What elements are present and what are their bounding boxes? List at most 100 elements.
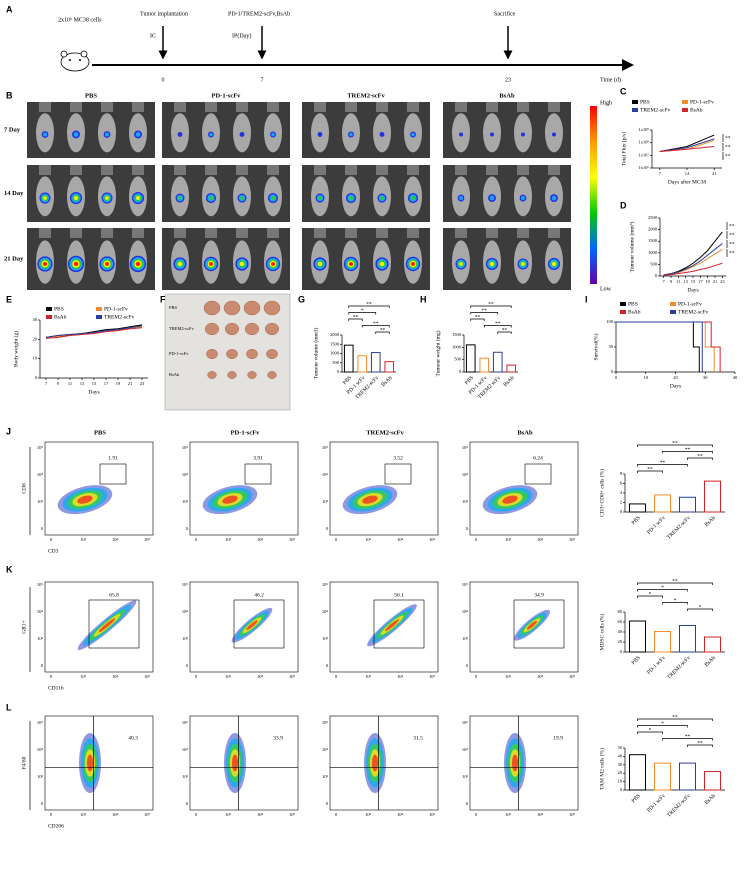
y-axis-label: Body weight (g) bbox=[12, 331, 19, 367]
x-tick-label: PD-1 scFv bbox=[646, 655, 667, 676]
y-tick-label: 4 bbox=[620, 490, 623, 495]
significance: * bbox=[361, 308, 364, 314]
y-tick-label: 40 bbox=[618, 753, 623, 758]
legend-swatch bbox=[632, 108, 638, 112]
y-tick-label: 50 bbox=[618, 745, 623, 750]
panel-label: K bbox=[6, 564, 13, 574]
holder bbox=[376, 165, 388, 175]
flow-tick-label: 10⁵ bbox=[37, 582, 44, 587]
flow-tick-label: 0 bbox=[326, 801, 329, 806]
significance: ** bbox=[685, 734, 691, 740]
photo-row-label: PBS bbox=[169, 305, 178, 310]
holder bbox=[407, 102, 419, 112]
group-header: BsAb bbox=[499, 92, 515, 99]
y-tick-label: 500 bbox=[332, 360, 340, 365]
flow-group-header: TREM2-scFv bbox=[366, 429, 404, 436]
gate-value: 3.52 bbox=[393, 455, 403, 461]
significance: * bbox=[661, 585, 664, 591]
color-scale bbox=[590, 106, 597, 284]
y-tick-label: 500 bbox=[650, 261, 658, 266]
y-axis-label: TAM M2 cells (%) bbox=[598, 748, 605, 790]
holder bbox=[70, 228, 82, 238]
holder bbox=[236, 102, 248, 112]
flow-tick-label: 0 bbox=[50, 537, 53, 542]
bar bbox=[654, 762, 671, 791]
timeline-axis-label: Time (d) bbox=[600, 76, 621, 83]
legend-label: PBS bbox=[628, 301, 638, 307]
gate bbox=[384, 463, 412, 485]
flow-x-label: CD11b bbox=[48, 685, 64, 691]
flow-tick-label: 10⁵ bbox=[144, 812, 151, 817]
flow-tick-label: 10⁵ bbox=[322, 720, 329, 725]
flow-tick-label: 10⁵ bbox=[182, 582, 189, 587]
tumor bbox=[227, 371, 237, 379]
bar bbox=[492, 351, 503, 373]
x-tick-label: 7 bbox=[45, 381, 48, 386]
x-tick-label: 19 bbox=[116, 381, 121, 386]
legend-swatch bbox=[632, 100, 638, 104]
y-axis-label: Tumour weight (mg) bbox=[434, 330, 441, 376]
signal bbox=[459, 262, 463, 266]
photo-row-label: BsAb bbox=[169, 372, 180, 377]
x-tick-label: TREM2-scFv bbox=[666, 655, 692, 681]
y-axis-label: Tumour volume (mm3) bbox=[312, 327, 319, 379]
signal bbox=[135, 196, 141, 201]
holder bbox=[205, 228, 217, 238]
flow-tick-label: 10⁴ bbox=[257, 537, 264, 542]
signal bbox=[380, 196, 384, 200]
sig-bracket bbox=[637, 444, 713, 447]
gate-value: 3.91 bbox=[253, 455, 263, 461]
holder bbox=[39, 165, 51, 175]
flow-tick-label: 10⁴ bbox=[37, 747, 44, 752]
signal bbox=[317, 132, 323, 137]
y-tick-label: 1000 bbox=[330, 351, 340, 356]
series-line bbox=[45, 327, 143, 339]
gate bbox=[244, 463, 272, 485]
flow-tick-label: 10⁵ bbox=[289, 674, 296, 679]
x-axis-label: Days bbox=[687, 287, 698, 293]
flow-group-header: PBS bbox=[94, 429, 106, 436]
row-label: 7 Day bbox=[4, 126, 21, 133]
bar bbox=[357, 355, 368, 373]
signal bbox=[349, 262, 353, 266]
flow-tick-label: 10³ bbox=[462, 774, 469, 779]
y-tick-label: 2500 bbox=[648, 215, 658, 220]
x-tick-label: 0 bbox=[615, 375, 618, 380]
flow-tick-label: 10⁵ bbox=[569, 812, 576, 817]
photo-row-label: PD-1-scFv bbox=[169, 351, 189, 356]
x-tick-label: TREM2-scFv bbox=[666, 793, 692, 819]
scale-high: High bbox=[600, 100, 612, 106]
x-tick-label: 15 bbox=[691, 279, 696, 284]
holder bbox=[39, 228, 51, 238]
flow-tick-label: 10³ bbox=[182, 499, 189, 504]
holder bbox=[174, 165, 186, 175]
sig-bracket bbox=[470, 318, 485, 321]
cell-density bbox=[222, 495, 238, 504]
gate-value: 34.9 bbox=[534, 592, 544, 598]
significance: ** bbox=[380, 327, 386, 333]
legend-swatch bbox=[46, 315, 52, 319]
holder bbox=[486, 165, 498, 175]
x-tick-label: 7 bbox=[659, 171, 662, 176]
flow-tick-label: 0 bbox=[326, 526, 329, 531]
legend-swatch bbox=[96, 315, 102, 319]
holder bbox=[486, 102, 498, 112]
flow-tick-label: 10⁵ bbox=[37, 720, 44, 725]
cell-density bbox=[98, 618, 116, 633]
flow-tick-label: 10³ bbox=[322, 499, 329, 504]
significance: ** bbox=[729, 223, 735, 229]
panel-label: G bbox=[298, 294, 305, 304]
holder bbox=[345, 228, 357, 238]
legend-swatch bbox=[670, 302, 676, 306]
sig-bracket bbox=[470, 305, 512, 308]
series-line bbox=[663, 262, 723, 276]
signal bbox=[73, 132, 79, 137]
y-tick-label: 0 bbox=[620, 509, 623, 514]
row-label: 21 Day bbox=[4, 255, 24, 262]
significance: ** bbox=[725, 135, 731, 141]
significance: ** bbox=[660, 460, 666, 466]
flow-tick-label: 10⁵ bbox=[462, 445, 469, 450]
flow-tick-label: 10³ bbox=[182, 774, 189, 779]
flow-tick-label: 10³ bbox=[505, 812, 512, 817]
flow-tick-label: 0 bbox=[41, 801, 44, 806]
